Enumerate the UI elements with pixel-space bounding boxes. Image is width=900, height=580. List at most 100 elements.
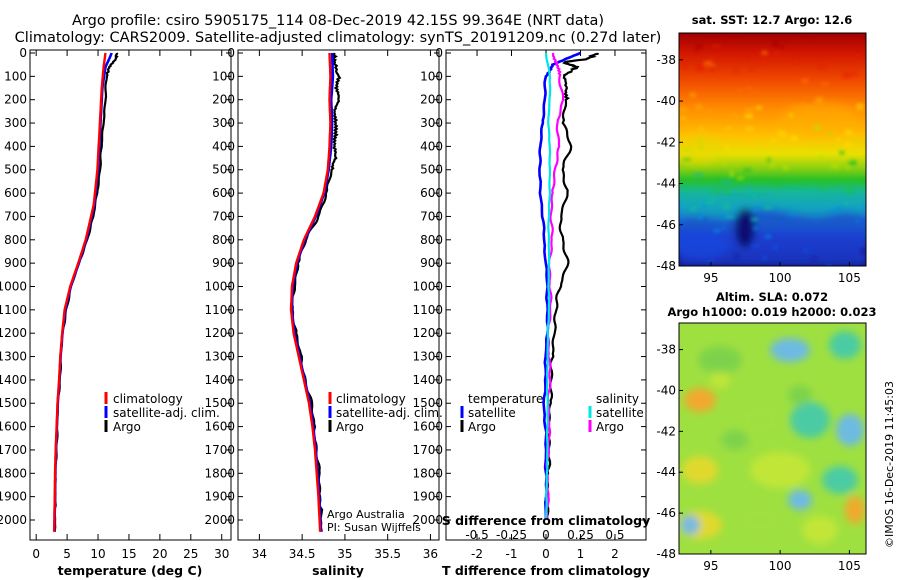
depth-tick-label: 700 <box>4 209 27 223</box>
depth-tick-label: 1600 <box>0 420 27 434</box>
depth-tick-label: 1500 <box>0 396 27 410</box>
sst-texture <box>698 127 704 130</box>
sla-map-frame <box>678 322 867 555</box>
sst-texture <box>826 197 834 201</box>
depth-tick-label: 1600 <box>204 420 235 434</box>
sst-texture <box>750 54 755 57</box>
sst-texture <box>780 45 784 50</box>
temperature-legend: climatology satellite-adj. clim. Argo <box>104 392 220 434</box>
sst-texture <box>721 179 731 183</box>
legend-t-satellite: satellite <box>468 406 516 420</box>
depth-tick-label: 300 <box>212 116 235 130</box>
sst-texture <box>756 105 762 110</box>
sst-texture <box>803 247 808 253</box>
depth-tick-label: 300 <box>4 116 27 130</box>
map-y-tick-label: -40 <box>656 383 676 397</box>
sst-texture <box>744 107 754 113</box>
sst-texture <box>828 210 837 214</box>
sst-texture <box>695 104 703 110</box>
sst-texture <box>801 34 806 38</box>
sst-texture <box>697 214 703 220</box>
map-y-tick-label: -38 <box>656 343 676 357</box>
depth-tick-label: 1400 <box>412 373 443 387</box>
sst-texture <box>817 155 825 160</box>
sst-texture <box>757 59 765 64</box>
s-difference-label: S difference from climatology <box>442 513 651 528</box>
sla-map-subtitle: Argo h1000: 0.019 h2000: 0.023 <box>667 305 876 319</box>
map-y-tick-label: -44 <box>656 177 676 191</box>
map-x-tick-label: 105 <box>838 271 861 285</box>
sst-texture <box>845 189 854 194</box>
sst-texture <box>845 113 850 116</box>
sst-texture <box>801 78 809 84</box>
map-y-tick-label: -48 <box>656 547 676 561</box>
sst-texture <box>861 178 866 184</box>
sst-texture <box>844 129 852 136</box>
map-y-tick-label: -42 <box>656 135 676 149</box>
depth-tick-label: 1800 <box>412 466 443 480</box>
sst-texture <box>711 190 720 194</box>
sst-texture <box>752 207 759 212</box>
sst-texture <box>773 51 781 55</box>
sst-texture <box>733 61 738 66</box>
sst-texture <box>725 126 731 129</box>
depth-tick-label: 900 <box>212 256 235 270</box>
map-y-tick-label: -46 <box>656 218 676 232</box>
depth-tick-label: 1000 <box>0 279 27 293</box>
difference-legend: temperature salinity satellite Argo sate… <box>460 392 644 434</box>
depth-tick-label: 0 <box>227 46 235 60</box>
x-tick-label: 34 <box>252 547 267 561</box>
depth-tick-label: 100 <box>4 69 27 83</box>
sst-texture <box>862 94 866 98</box>
temperature-xlabel: temperature (deg C) <box>58 563 203 578</box>
depth-tick-label: 2000 <box>204 513 235 527</box>
sst-texture <box>706 109 712 113</box>
sst-texture <box>699 144 703 150</box>
sst-texture <box>851 137 858 141</box>
depth-tick-label: 600 <box>212 186 235 200</box>
depth-tick-label: 0 <box>19 46 27 60</box>
sst-texture <box>698 138 702 143</box>
sst-texture <box>743 168 752 173</box>
sst-texture <box>732 33 740 37</box>
x-tick-label: 30 <box>214 547 229 561</box>
sst-texture <box>682 158 691 161</box>
sst-texture <box>704 201 713 205</box>
sst-texture <box>831 163 840 169</box>
depth-tick-label: 100 <box>420 69 443 83</box>
depth-tick-label: 0 <box>435 46 443 60</box>
map-x-tick-label: 95 <box>703 271 718 285</box>
depth-tick-label: 500 <box>420 163 443 177</box>
depth-tick-label: 300 <box>420 116 443 130</box>
legend-salinity-title: salinity <box>596 392 639 406</box>
sst-texture <box>702 217 707 220</box>
sst-texture <box>723 201 730 207</box>
sst-texture <box>706 259 715 262</box>
depth-tick-label: 600 <box>420 186 443 200</box>
sla-blob <box>788 490 812 510</box>
map-y-tick-label: -42 <box>656 424 676 438</box>
sst-texture <box>751 244 760 248</box>
sst-texture <box>734 254 739 259</box>
depth-tick-label: 100 <box>212 69 235 83</box>
sst-texture <box>783 165 789 171</box>
sst-texture <box>721 226 726 229</box>
watermark: ©IMOS 16-Dec-2019 11:45:03 <box>883 381 896 548</box>
temperature-panel <box>29 49 232 541</box>
sst-texture <box>767 157 771 163</box>
depth-tick-label: 800 <box>212 233 235 247</box>
sst-texture <box>736 89 744 93</box>
depth-tick-label: 1900 <box>0 490 27 504</box>
legend-climatology: climatology <box>113 392 183 406</box>
sst-texture <box>844 201 850 206</box>
depth-tick-label: 400 <box>212 139 235 153</box>
x-tick-label: 34.5 <box>289 547 316 561</box>
sla-blob <box>822 466 858 494</box>
map-y-tick-label: -38 <box>656 53 676 67</box>
s-diff-tick-label: -0.25 <box>496 528 527 542</box>
sst-map <box>679 33 866 266</box>
sst-texture <box>846 165 851 170</box>
depth-tick-label: 1700 <box>204 443 235 457</box>
legend-t-argo: Argo <box>468 420 496 434</box>
sst-texture <box>736 176 744 180</box>
